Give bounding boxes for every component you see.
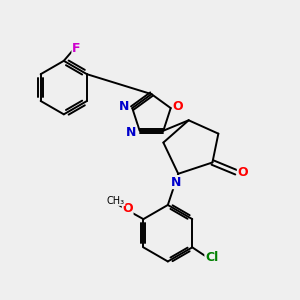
Text: O: O — [237, 167, 248, 179]
Text: F: F — [72, 42, 80, 55]
Text: N: N — [171, 176, 181, 189]
Text: CH₃: CH₃ — [107, 196, 125, 206]
Text: N: N — [119, 100, 129, 113]
Text: O: O — [122, 202, 133, 215]
Text: Cl: Cl — [205, 251, 218, 264]
Text: O: O — [173, 100, 184, 113]
Text: N: N — [126, 126, 136, 139]
